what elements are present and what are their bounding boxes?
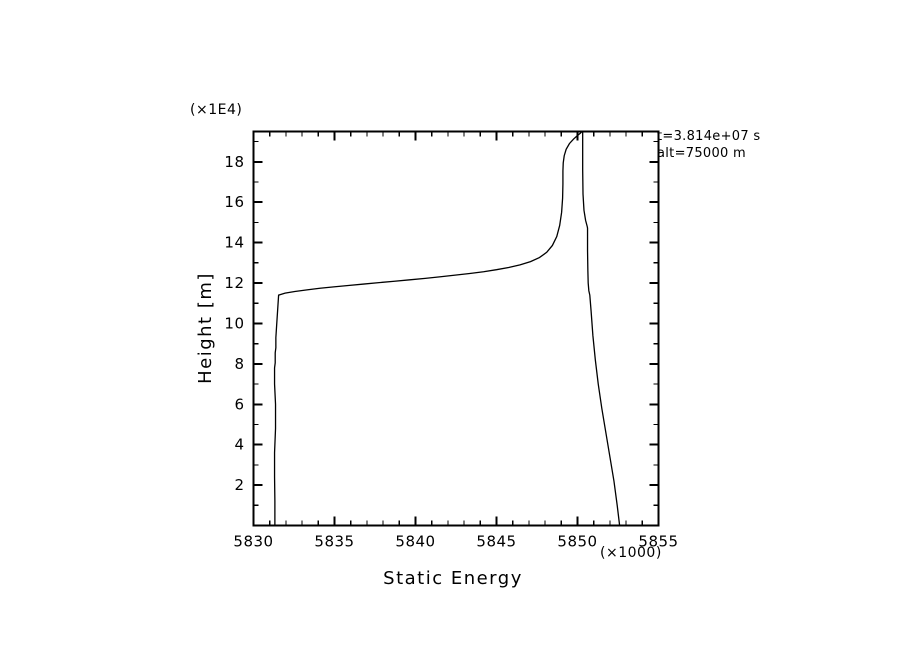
y-tick-label: 16 bbox=[224, 193, 244, 211]
data-series-layer bbox=[273, 130, 621, 526]
x-tick-label: 5850 bbox=[557, 533, 597, 551]
x-axis-multiplier-label: (×1000) bbox=[600, 545, 662, 561]
x-axis-title: Static Energy bbox=[383, 568, 523, 589]
y-axis-major-ticks bbox=[253, 160, 659, 487]
x-tick-label: 5835 bbox=[314, 533, 354, 551]
y-axis-title: Height [m] bbox=[195, 272, 216, 384]
y-axis-minor-ticks bbox=[253, 141, 659, 506]
y-axis-multiplier-label: (×1E4) bbox=[190, 102, 242, 118]
y-axis-tick-labels: 2 4 6 8 10 12 14 16 18 bbox=[224, 153, 244, 494]
axes-frame bbox=[252, 130, 660, 527]
y-tick-label: 12 bbox=[224, 274, 244, 292]
annotation-altitude: alt=75000 m bbox=[657, 146, 746, 161]
x-tick-label: 5845 bbox=[476, 533, 516, 551]
annotation-time: t=3.814e+07 s bbox=[657, 129, 760, 144]
x-axis-minor-ticks bbox=[269, 131, 643, 526]
axis-frame-path bbox=[252, 130, 660, 527]
x-tick-label: 5855 bbox=[638, 533, 678, 551]
y-tick-label: 2 bbox=[234, 476, 244, 494]
x-tick-label: 5830 bbox=[233, 533, 273, 551]
y-tick-label: 8 bbox=[234, 355, 244, 373]
y-tick-label: 4 bbox=[234, 436, 244, 454]
x-axis-tick-labels: 5830 5835 5840 5845 5850 5855 bbox=[233, 533, 678, 551]
x-axis-major-ticks bbox=[252, 131, 660, 526]
x-tick-label: 5840 bbox=[395, 533, 435, 551]
y-tick-label: 10 bbox=[224, 314, 244, 332]
y-tick-label: 14 bbox=[224, 234, 244, 252]
y-tick-label: 6 bbox=[234, 395, 244, 413]
series-line-static-energy-profile bbox=[273, 130, 621, 526]
y-tick-label: 18 bbox=[224, 153, 244, 171]
